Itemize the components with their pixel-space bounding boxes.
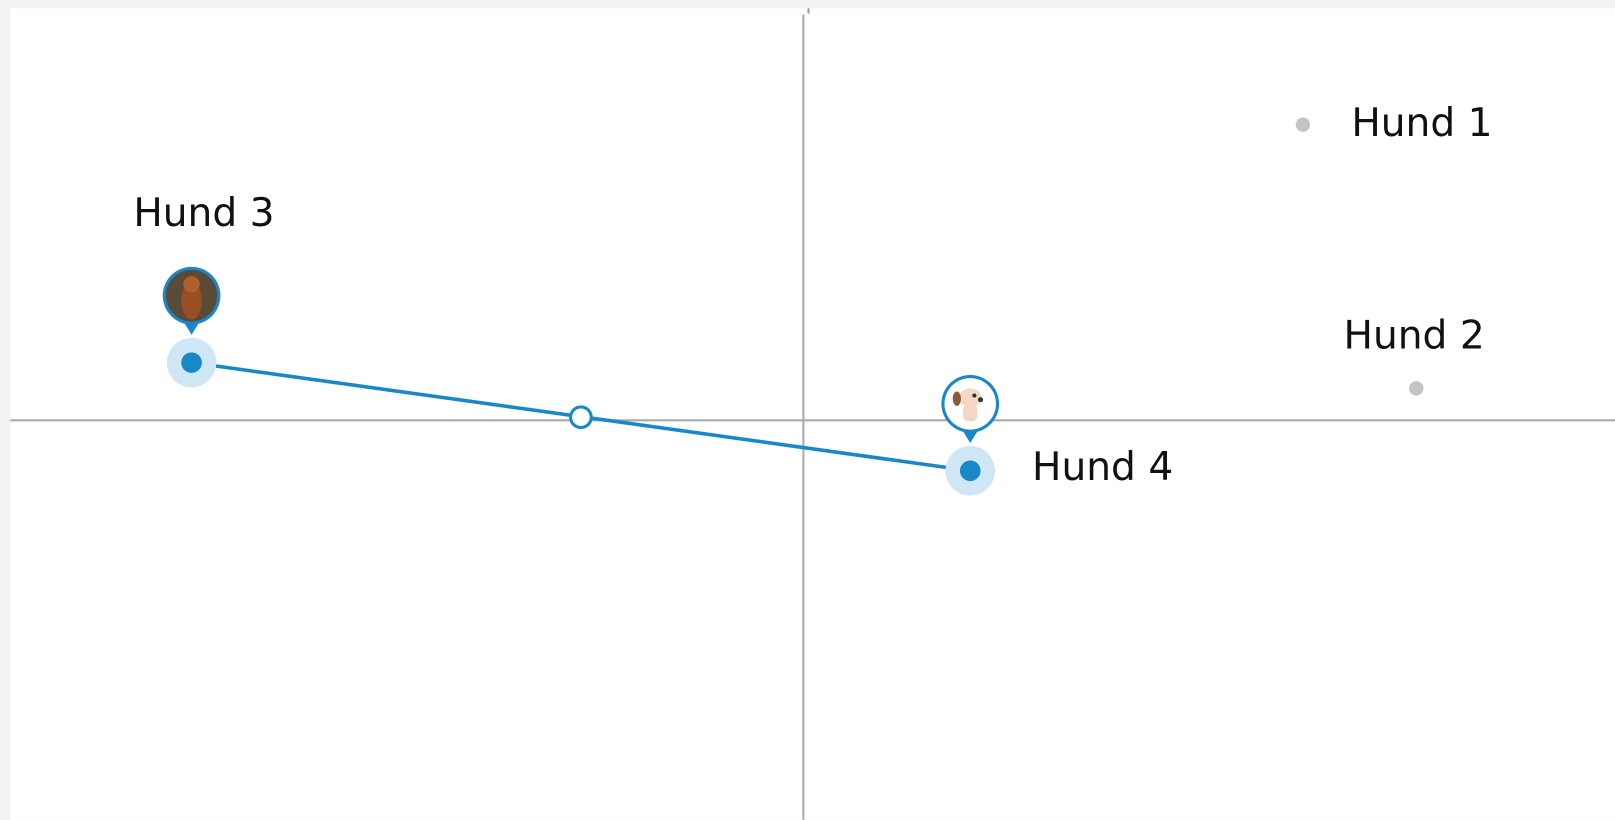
point[interactable] bbox=[181, 352, 202, 373]
point-label: Hund 2 bbox=[1344, 313, 1485, 358]
plane: Hund 1 Hund 2 Hund 3 Hund 4 bbox=[0, 0, 1615, 820]
point[interactable] bbox=[1409, 381, 1423, 395]
point-label: Hund 1 bbox=[1351, 101, 1492, 146]
point-label: Hund 4 bbox=[1032, 445, 1173, 490]
midpoint-handle[interactable] bbox=[571, 407, 592, 428]
point[interactable] bbox=[1296, 117, 1310, 131]
point[interactable] bbox=[960, 460, 981, 481]
page: {"points": [{"label": "Hund 1"}, {"label… bbox=[0, 0, 1615, 820]
point-label: Hund 3 bbox=[133, 191, 274, 236]
